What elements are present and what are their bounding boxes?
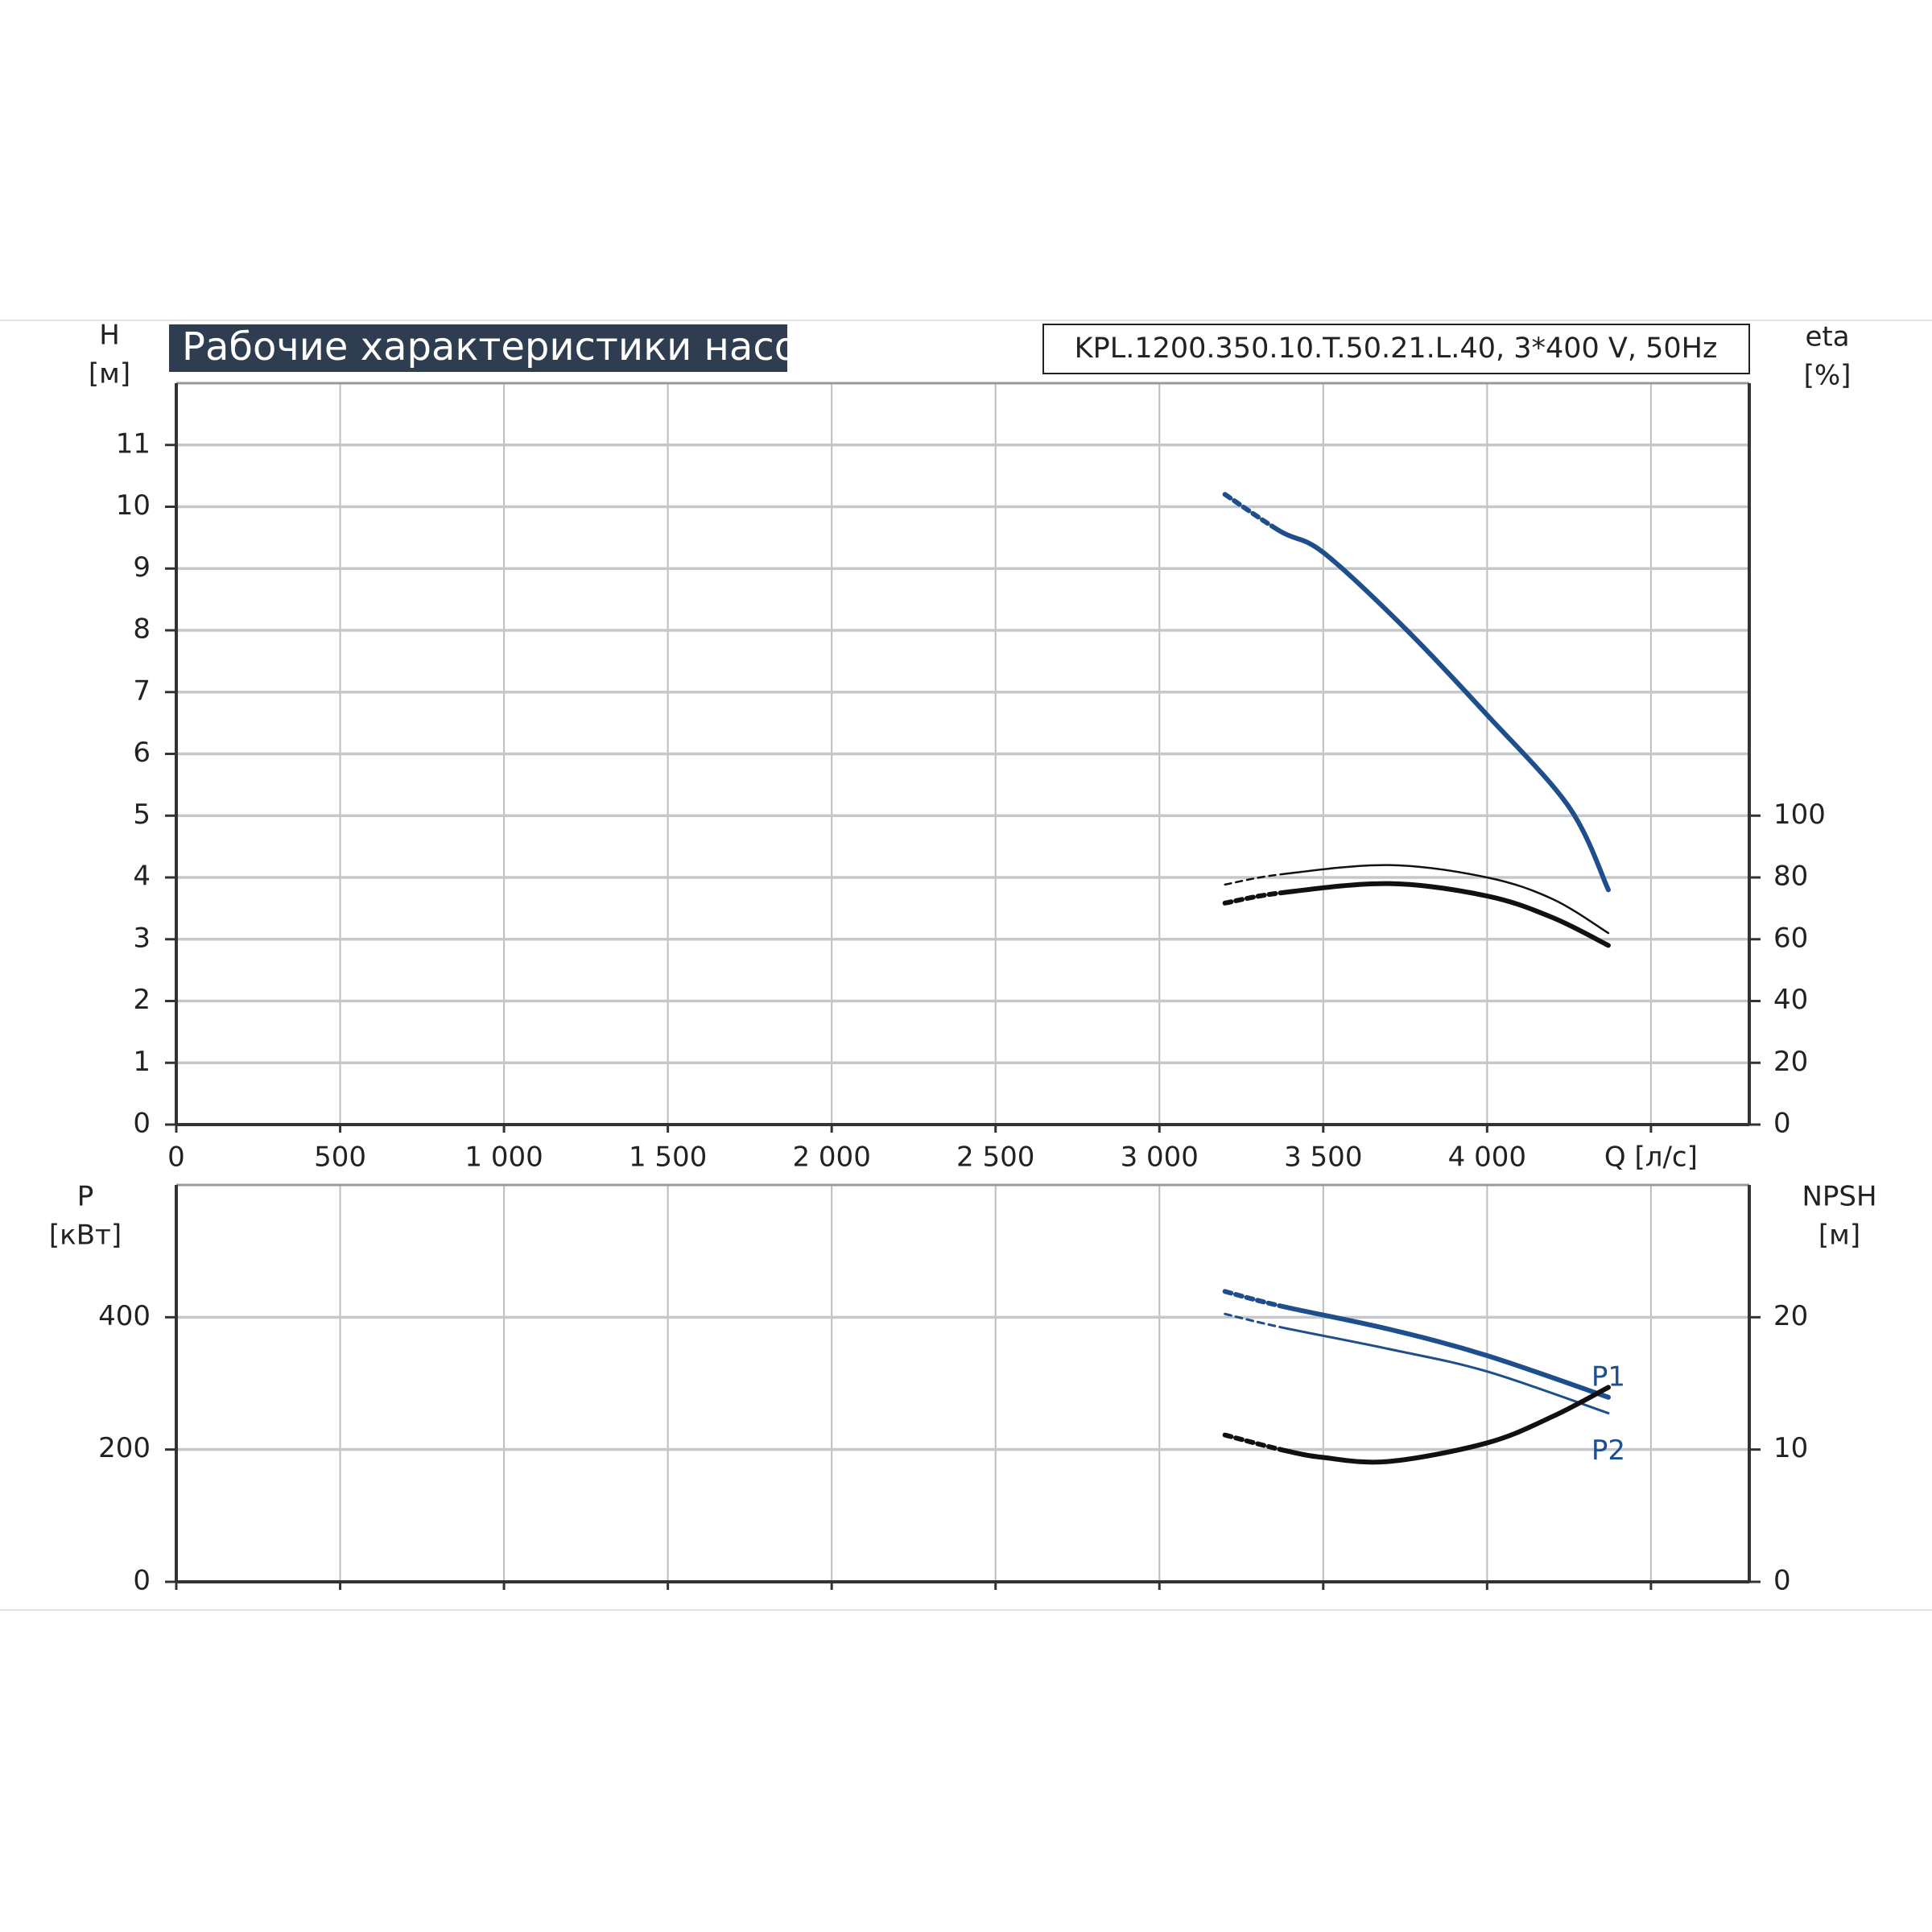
- curve: [1222, 492, 1611, 893]
- curve: [1224, 864, 1610, 935]
- y-tick-label: 2: [133, 984, 151, 1016]
- x-tick-label: 3 000: [1121, 1141, 1199, 1174]
- y2-tick-label: 40: [1773, 984, 1808, 1016]
- y-tick-label: 5: [133, 799, 151, 831]
- y-tick-label: 0: [133, 1108, 151, 1140]
- y2-tick-label: 20: [1773, 1300, 1808, 1332]
- curve: [1222, 881, 1611, 948]
- y2-tick-label: 80: [1773, 861, 1808, 893]
- y-tick-label: 0: [133, 1565, 151, 1597]
- y-tick-label: 400: [98, 1300, 151, 1332]
- y2-tick-label: 10: [1773, 1432, 1808, 1464]
- y2-tick-label: 0: [1773, 1565, 1791, 1597]
- y-axis-unit: [кВт]: [49, 1220, 122, 1252]
- y-tick-label: 9: [133, 551, 151, 584]
- x-tick-label: 1 500: [629, 1141, 707, 1174]
- y-tick-label: 200: [98, 1432, 151, 1464]
- y-axis-unit: [м]: [89, 358, 130, 390]
- x-tick-label: 4 000: [1448, 1141, 1526, 1174]
- y-tick-label: 3: [133, 922, 151, 954]
- x-tick-label: 2 000: [792, 1141, 870, 1174]
- subtitle-box: [1042, 324, 1750, 374]
- y2-tick-label: 20: [1773, 1046, 1808, 1078]
- y-tick-label: 6: [133, 737, 151, 769]
- y2-tick-label: 100: [1773, 799, 1826, 831]
- y-tick-label: 7: [133, 675, 151, 707]
- y-axis-label: P: [77, 1181, 94, 1213]
- y-tick-label: 10: [116, 489, 151, 522]
- y-tick-label: 8: [133, 613, 151, 646]
- x-tick-label: 3 500: [1284, 1141, 1362, 1174]
- y2-axis-label: NPSH: [1802, 1181, 1876, 1213]
- y-axis-label: H: [99, 320, 120, 352]
- curve: [1222, 1289, 1611, 1400]
- series-label: P2: [1591, 1435, 1625, 1467]
- y2-axis-label: eta: [1805, 321, 1849, 353]
- y-tick-label: 11: [116, 427, 151, 460]
- y-tick-label: 4: [133, 861, 151, 893]
- y2-tick-label: 0: [1773, 1108, 1791, 1140]
- x-tick-label: 1 000: [464, 1141, 543, 1174]
- y2-tick-label: 60: [1773, 922, 1808, 954]
- x-tick-label: 500: [314, 1141, 366, 1174]
- curve: [1224, 1312, 1610, 1414]
- chart-subtitle: KPL.1200.350.10.T.50.21.L.40, 3*400 V, 5…: [1075, 332, 1718, 365]
- x-tick-label: 2 500: [956, 1141, 1034, 1174]
- x-tick-label: 0: [167, 1141, 185, 1174]
- title-box: [169, 324, 787, 372]
- y-tick-label: 1: [133, 1046, 151, 1078]
- y2-axis-unit: [м]: [1818, 1220, 1860, 1252]
- chart-title: Рабочие характеристики насоса: [182, 324, 843, 369]
- x-tick-label: Q [л/с]: [1604, 1141, 1698, 1174]
- y2-axis-unit: [%]: [1804, 360, 1852, 392]
- curve: [1222, 1385, 1611, 1465]
